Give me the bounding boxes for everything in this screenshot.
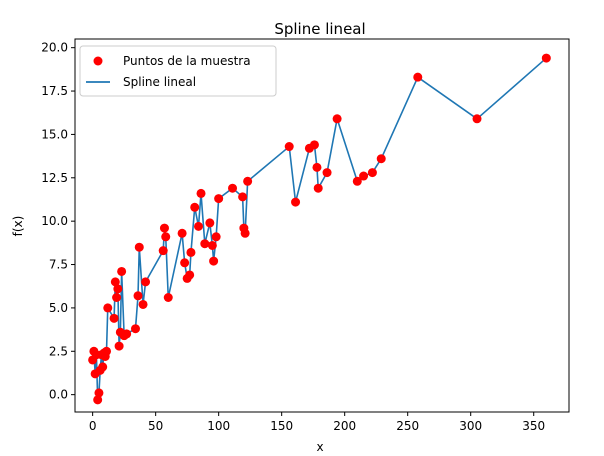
- x-tick-label: 100: [207, 419, 230, 433]
- sample-point: [211, 232, 221, 242]
- sample-point: [376, 154, 386, 164]
- sample-point: [228, 183, 238, 193]
- sample-point: [102, 346, 112, 356]
- x-tick-label: 200: [333, 419, 356, 433]
- sample-point: [110, 277, 120, 287]
- sample-point: [138, 299, 148, 309]
- sample-point: [214, 194, 224, 204]
- sample-point: [94, 388, 104, 398]
- sample-point: [291, 197, 301, 207]
- legend-box: [79, 45, 277, 97]
- sample-point: [322, 168, 332, 178]
- sample-point: [359, 171, 369, 181]
- sample-point: [313, 183, 323, 193]
- sample-point: [141, 277, 151, 287]
- x-tick-label: 250: [396, 419, 419, 433]
- sample-point: [200, 239, 210, 249]
- legend-label-points: Puntos de la muestra: [123, 54, 251, 68]
- sample-point: [114, 341, 124, 351]
- sample-point: [413, 72, 423, 82]
- legend-label-line: Spline lineal: [123, 75, 196, 89]
- sample-point: [309, 140, 319, 150]
- sample-point: [134, 242, 144, 252]
- sample-point: [186, 247, 196, 257]
- sample-point: [185, 270, 195, 280]
- sample-point: [109, 313, 119, 323]
- points-layer: [88, 53, 551, 405]
- sample-point: [98, 362, 108, 372]
- sample-point: [130, 324, 140, 334]
- sample-point: [177, 228, 187, 238]
- x-tick-label: 350: [522, 419, 545, 433]
- y-tick-label: 2.5: [49, 344, 68, 358]
- sample-point: [113, 284, 123, 294]
- sample-point: [472, 114, 482, 124]
- sample-point: [284, 142, 294, 152]
- sample-point: [541, 53, 551, 63]
- sample-point: [367, 168, 377, 178]
- sample-point: [352, 176, 362, 186]
- sample-point: [240, 228, 250, 238]
- y-tick-label: 5.0: [49, 301, 68, 315]
- x-tick-label: 50: [148, 419, 163, 433]
- sample-point: [180, 258, 190, 268]
- y-axis-label: f(x): [11, 216, 25, 237]
- sample-point: [196, 188, 206, 198]
- legend-point-marker: [93, 56, 103, 66]
- x-tick-label: 300: [459, 419, 482, 433]
- sample-point: [112, 293, 122, 302]
- plot-area: [74, 38, 570, 413]
- y-tick-label: 0.0: [49, 388, 68, 402]
- sample-point: [207, 240, 217, 250]
- x-tick-label: 150: [270, 419, 293, 433]
- sample-point: [194, 221, 203, 231]
- sample-point: [190, 202, 200, 212]
- y-tick-label: 7.5: [49, 258, 68, 272]
- y-axis-ticks: 0.0 2.5 5.0 7.5 10.0 12.5 15.0 17.5 20.0: [41, 41, 75, 402]
- x-tick-label: 0: [89, 419, 97, 433]
- chart-title: Spline lineal: [274, 20, 365, 38]
- sample-point: [205, 218, 215, 228]
- x-axis-ticks: 0 50 100 150 200 250 300 350: [89, 412, 545, 433]
- sample-point: [103, 303, 113, 313]
- legend: Puntos de la muestra Spline lineal: [79, 45, 277, 97]
- sample-point: [243, 176, 253, 186]
- sample-point: [93, 395, 103, 405]
- sample-point: [238, 192, 248, 202]
- y-tick-label: 20.0: [41, 41, 68, 55]
- x-axis-label: x: [316, 440, 323, 454]
- axes-frame: [74, 38, 570, 413]
- sample-point: [163, 293, 173, 302]
- sample-point: [133, 291, 143, 301]
- sample-point: [332, 114, 342, 124]
- sample-point: [161, 232, 171, 242]
- sample-point: [158, 246, 168, 256]
- y-tick-label: 17.5: [41, 84, 68, 98]
- sample-point: [159, 223, 169, 233]
- sample-point: [122, 329, 132, 339]
- y-tick-label: 10.0: [41, 214, 68, 228]
- y-tick-label: 12.5: [41, 171, 68, 185]
- sample-point: [312, 162, 322, 172]
- sample-point: [209, 256, 219, 266]
- sample-point: [117, 266, 127, 276]
- y-tick-label: 15.0: [41, 127, 68, 141]
